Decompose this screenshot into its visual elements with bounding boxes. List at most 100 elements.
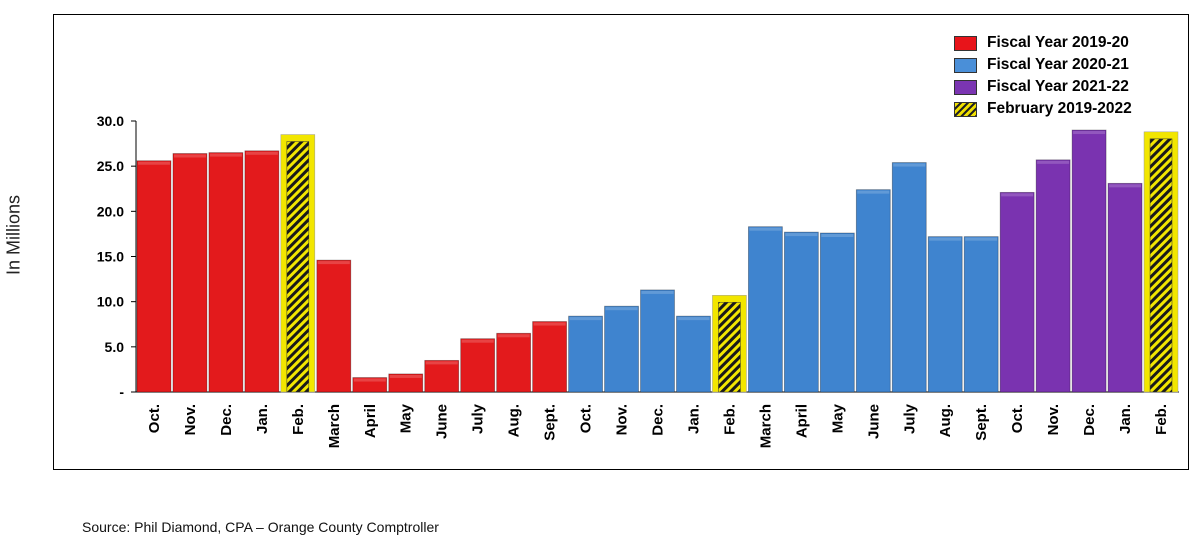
x-tick-label: Aug. [506, 404, 523, 437]
x-tick-label: Sept. [542, 404, 559, 441]
bar-highlight [1037, 160, 1070, 164]
bar-red [136, 160, 172, 393]
x-tick-label: May [829, 403, 846, 433]
x-tick-label: Jan. [1117, 404, 1134, 434]
x-tick-label: July [470, 403, 487, 434]
bar-purple [1107, 182, 1143, 393]
x-tick-label: Dec. [650, 404, 667, 436]
legend-label: Fiscal Year 2020-21 [987, 56, 1129, 73]
bar-highlight [605, 307, 638, 311]
x-tick-label: Nov. [1045, 404, 1062, 435]
legend-swatch-purple [954, 80, 977, 95]
x-tick-label: Oct. [578, 404, 595, 433]
x-tick-label: Nov. [614, 404, 631, 435]
bar-red [208, 152, 244, 393]
bar-blue [568, 315, 603, 393]
bar-highlight [785, 233, 818, 237]
bar-highlight [389, 374, 422, 378]
bar-blue [676, 315, 711, 393]
source-note: Source: Phil Diamond, CPA – Orange Count… [82, 519, 439, 535]
legend-label: February 2019-2022 [987, 100, 1132, 117]
bar-highlight [425, 361, 458, 365]
legend-swatch-blue [954, 58, 977, 73]
bar-red [460, 338, 496, 393]
bar-chart: 30.0 25.0 20.0 15.0 10.0 5.0 - Oct. Nov. Dec. Jan… [97, 113, 1179, 448]
x-tick-label: Jan. [685, 404, 702, 434]
chart-frame [53, 14, 1189, 470]
bar-red [244, 150, 280, 393]
y-tick-label: 5.0 [105, 339, 125, 355]
bar-purple [1035, 159, 1071, 393]
legend-swatch-hatch [954, 102, 977, 117]
x-tick-label: Dec. [1081, 404, 1098, 436]
x-tick-label: March [326, 404, 343, 448]
y-tick-label: 30.0 [97, 113, 124, 129]
bar-blue [855, 189, 891, 393]
x-tick-label: Oct. [146, 404, 163, 433]
bar-highlight [497, 334, 530, 338]
x-tick-label: Oct. [1009, 404, 1026, 433]
y-axis-title-text: In Millions [3, 194, 24, 276]
bar-blue [604, 305, 639, 393]
x-tick-label: June [434, 404, 451, 439]
bar-highlight [1001, 193, 1034, 197]
bar-highlight [749, 227, 782, 231]
y-axis-title: In Millions [2, 175, 26, 295]
bars [136, 129, 1179, 393]
bar-highlight [245, 151, 278, 155]
bar-blue [963, 236, 999, 393]
bar-highlight [173, 154, 206, 158]
bar-highlight [677, 317, 710, 321]
legend-label: Fiscal Year 2021-22 [987, 78, 1129, 95]
x-tick-label: Dec. [218, 404, 235, 436]
bar-highlight [138, 161, 170, 165]
bar-highlight [317, 261, 350, 265]
bar-red [532, 321, 567, 393]
bar-highlight [569, 317, 602, 321]
bar-february-hatch [1149, 138, 1173, 393]
x-tick-label: Feb. [290, 404, 307, 435]
bar-blue [891, 162, 927, 393]
bar-purple [999, 191, 1035, 393]
x-tick-label: Aug. [937, 404, 954, 437]
bar-highlight [1109, 184, 1142, 188]
legend-label: Fiscal Year 2019-20 [987, 34, 1129, 51]
bar-highlight [641, 290, 674, 294]
bar-red [496, 332, 532, 393]
bar-highlight [1073, 131, 1106, 135]
legend-swatch-red [954, 36, 977, 51]
bar-red [388, 373, 424, 393]
x-tick-label: Sept. [973, 404, 990, 441]
x-axis-labels: Oct. Nov. Dec. Jan. Feb. March April May June Jul… [146, 403, 1170, 448]
y-tick-label: 25.0 [97, 158, 124, 174]
bar-highlight [821, 234, 854, 238]
bar-red [424, 359, 460, 393]
bar-blue [640, 289, 675, 393]
x-tick-label: Jan. [254, 404, 271, 434]
bar-highlight [533, 322, 566, 326]
x-tick-label: April [362, 404, 379, 438]
bar-blue [927, 236, 963, 393]
x-tick-label: June [865, 404, 882, 439]
x-tick-label: July [901, 403, 918, 434]
y-tick-label: 20.0 [97, 203, 124, 219]
x-tick-label: Feb. [721, 404, 738, 435]
bar-highlight [857, 190, 890, 194]
bar-red [316, 259, 352, 393]
bar-red [172, 153, 208, 393]
x-tick-label: April [793, 404, 810, 438]
bar-purple [1071, 129, 1107, 393]
bar-blue [819, 232, 855, 393]
bar-february-hatch [286, 141, 310, 393]
bar-highlight [209, 153, 242, 157]
bar-highlight [929, 237, 962, 241]
y-tick-label: 10.0 [97, 294, 124, 310]
bar-highlight [353, 378, 386, 382]
bar-highlight [965, 237, 998, 241]
x-tick-label: Feb. [1153, 404, 1170, 435]
y-tick-label: 15.0 [97, 249, 124, 265]
bar-red [352, 377, 388, 393]
x-tick-label: March [757, 404, 774, 448]
bar-blue [748, 226, 783, 393]
x-tick-label: Nov. [182, 404, 199, 435]
